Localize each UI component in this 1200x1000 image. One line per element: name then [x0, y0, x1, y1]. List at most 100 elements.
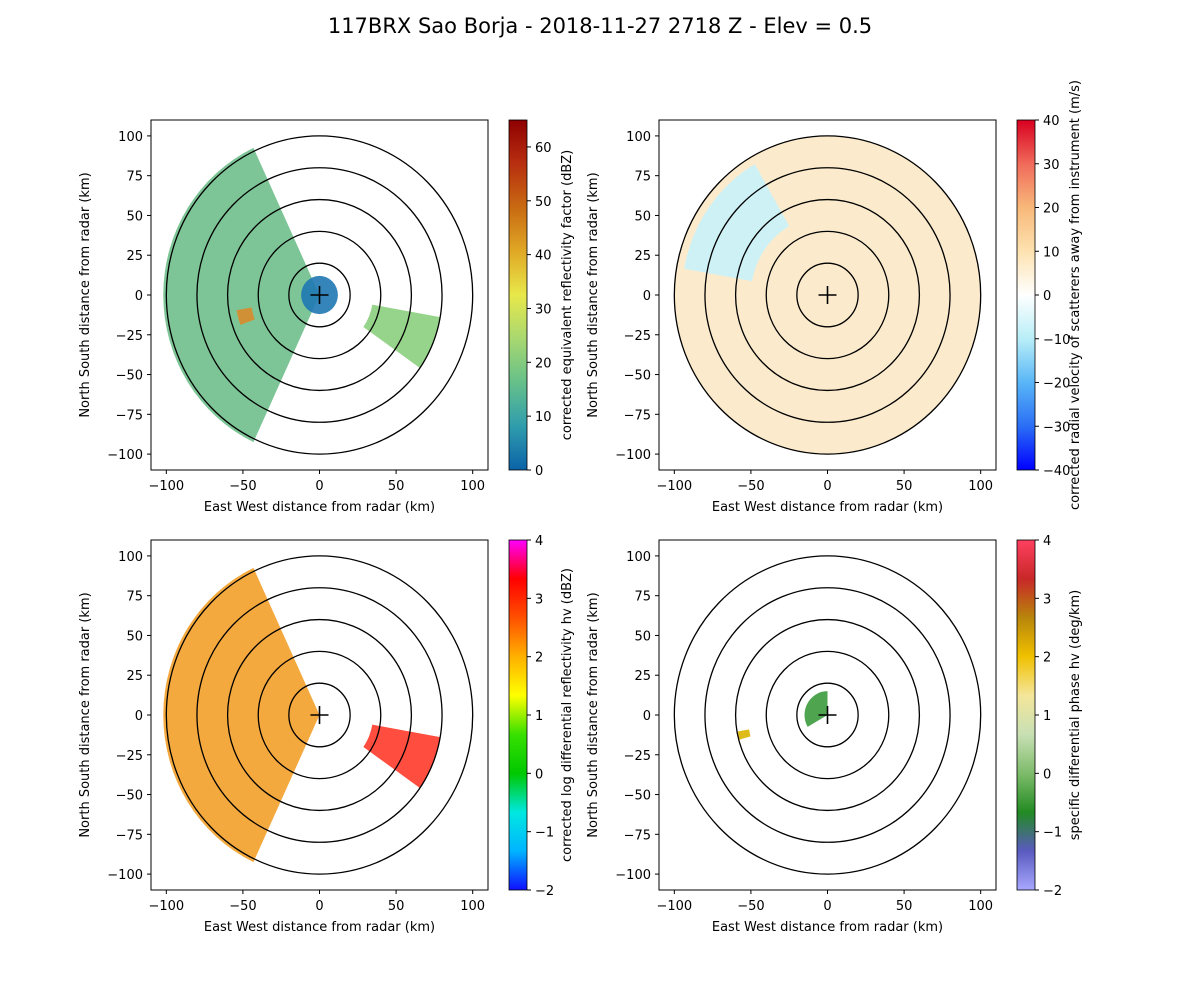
y-tick-label: 100: [626, 550, 651, 565]
y-tick-label: −25: [624, 749, 651, 764]
x-tick-label: 50: [388, 479, 405, 494]
range-ring: [734, 618, 921, 812]
figure-title: 117BRX Sao Borja - 2018-11-27 2718 Z - E…: [327, 14, 873, 38]
x-tick-label: −50: [229, 479, 256, 494]
x-tick-label: 100: [460, 479, 485, 494]
range-ring: [196, 587, 443, 843]
colorbar-label: specific differential phase hv (deg/km): [1068, 590, 1083, 840]
colorbar-tick-label: −1: [1043, 826, 1062, 841]
y-tick-label: 0: [135, 289, 143, 304]
colorbar-tick-label: 0: [535, 767, 543, 782]
colorbar-tick-label: 0: [1043, 767, 1051, 782]
x-tick-label: −100: [656, 479, 692, 494]
x-tick-label: 0: [823, 899, 831, 914]
radar-panel-velocity: −100 −50 0 50 100−100−75−50−250255075100East…: [586, 80, 1083, 515]
x-axis-label: East West distance from radar (km): [204, 500, 435, 515]
x-tick-label: 100: [968, 479, 993, 494]
echo-region-core: [236, 307, 255, 325]
x-axis-label: East West distance from radar (km): [712, 500, 943, 515]
colorbar-tick-label: −1: [535, 826, 554, 841]
colorbar: 0 10 20 30 40 50 60 corrected equivalent reflec…: [508, 119, 575, 479]
colorbar-tick-label: 20: [535, 356, 552, 371]
y-axis-label: North South distance from radar (km): [586, 172, 601, 417]
y-tick-label: 25: [126, 249, 143, 264]
y-tick-label: −75: [624, 408, 651, 423]
y-tick-label: −100: [615, 448, 651, 463]
colorbar-tick-label: 1: [535, 709, 543, 724]
x-axis-label: East West distance from radar (km): [204, 920, 435, 935]
range-ring: [226, 618, 413, 812]
plot-area: [163, 555, 474, 875]
colorbar-label: corrected log differential reflectivity …: [560, 568, 575, 862]
y-tick-label: 0: [643, 709, 651, 724]
y-tick-label: −50: [116, 369, 143, 384]
plot-area: [163, 135, 474, 455]
echo-region-main-sector: [163, 147, 320, 443]
range-ring: [226, 198, 413, 392]
colorbar-label: corrected radial velocity of scatterers …: [1068, 80, 1083, 510]
colorbar-scale: [508, 539, 528, 891]
range-ring: [796, 682, 859, 748]
x-tick-label: 100: [460, 899, 485, 914]
range-ring: [673, 135, 982, 455]
colorbar-tick-label: 2: [1043, 651, 1051, 666]
colorbar-tick-label: −20: [1043, 377, 1070, 392]
colorbar-tick-label: 40: [1043, 114, 1060, 129]
colorbar-scale: [508, 119, 528, 471]
range-ring: [704, 587, 951, 843]
range-ring: [257, 650, 382, 780]
y-axis-label: North South distance from radar (km): [78, 592, 93, 837]
y-tick-label: 25: [126, 669, 143, 684]
y-tick-label: 50: [634, 629, 651, 644]
y-tick-label: −50: [624, 369, 651, 384]
y-tick-label: −25: [116, 329, 143, 344]
range-ring: [796, 262, 859, 328]
y-tick-label: −100: [107, 868, 143, 883]
x-tick-label: 0: [823, 479, 831, 494]
x-tick-label: −100: [656, 899, 692, 914]
y-tick-label: −75: [116, 828, 143, 843]
colorbar-tick-label: −2: [535, 884, 554, 899]
colorbar-label: corrected equivalent reflectivity factor…: [560, 150, 575, 441]
colorbar-tick-label: 2: [535, 651, 543, 666]
x-tick-label: 0: [315, 899, 323, 914]
range-ring: [734, 198, 921, 392]
range-ring: [765, 230, 890, 360]
radar-panel-reflectivity: −100 −50 0 50 100−100−75−50−250255075100East…: [78, 119, 575, 515]
radar-panel-specific-differential-phase: −100 −50 0 50 100 −100 −75 −50 −25 0 25 50 75 100 East…: [586, 534, 1083, 935]
x-tick-label: 0: [315, 479, 323, 494]
x-tick-label: 50: [388, 899, 405, 914]
colorbar-tick-label: 60: [535, 141, 552, 156]
x-axis-label: East West distance from radar (km): [712, 920, 943, 935]
colorbar-tick-label: −30: [1043, 420, 1070, 435]
colorbar-tick-label: −10: [1043, 333, 1070, 348]
y-tick-label: 25: [634, 669, 651, 684]
y-tick-label: −75: [624, 828, 651, 843]
y-tick-label: −100: [615, 868, 651, 883]
y-tick-label: −75: [116, 408, 143, 423]
colorbar-tick-label: 30: [1043, 158, 1060, 173]
x-tick-label: −50: [229, 899, 256, 914]
colorbar-scale: [1016, 119, 1036, 471]
colorbar-tick-label: 40: [535, 249, 552, 264]
range-ring: [704, 167, 951, 423]
range-ring: [165, 135, 474, 455]
y-tick-label: −25: [116, 749, 143, 764]
y-tick-label: 50: [634, 209, 651, 224]
x-tick-label: −50: [737, 899, 764, 914]
range-ring: [765, 650, 890, 780]
y-tick-label: −100: [107, 448, 143, 463]
y-tick-label: 0: [643, 289, 651, 304]
y-tick-label: 75: [126, 590, 143, 605]
colorbar-scale: [1016, 539, 1036, 891]
y-tick-label: −25: [624, 329, 651, 344]
x-tick-label: −100: [148, 479, 184, 494]
plot-area: [673, 555, 982, 875]
colorbar-tick-label: 10: [535, 410, 552, 425]
y-tick-label: 100: [118, 550, 143, 565]
echo-region-west-spot: [736, 729, 751, 740]
range-ring: [196, 167, 443, 423]
colorbar-tick-label: 50: [535, 195, 552, 210]
y-axis-label: North South distance from radar (km): [586, 592, 601, 837]
colorbar: −2 −1 0 1 2 3 4 corrected log differential refl…: [508, 534, 575, 899]
